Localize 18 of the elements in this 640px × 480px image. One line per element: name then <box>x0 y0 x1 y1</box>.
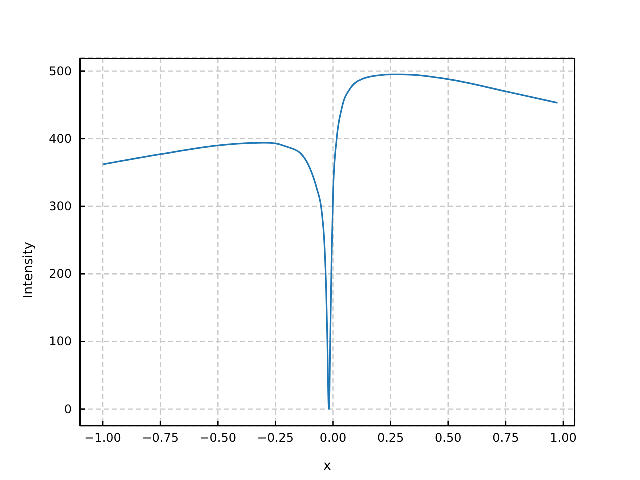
x-tick-label: −1.00 <box>84 431 122 445</box>
x-axis-title: x <box>324 459 332 474</box>
y-tick-label: 500 <box>49 64 72 78</box>
x-tick-label: 0.00 <box>320 431 347 445</box>
y-tick-label: 0 <box>64 402 72 416</box>
y-axis-title: Intensity <box>22 242 37 299</box>
x-tick-label: 0.50 <box>435 431 462 445</box>
x-tick-label: 0.75 <box>492 431 520 445</box>
x-tick-label: −0.25 <box>257 431 294 445</box>
x-tick-label: 1.00 <box>550 431 577 445</box>
y-tick-label: 400 <box>49 132 72 146</box>
x-tick-label: −0.75 <box>142 431 179 445</box>
y-tick-label: 100 <box>49 334 72 349</box>
line-series <box>102 74 559 410</box>
x-tick-label: 0.25 <box>377 431 404 445</box>
y-tick-label: 300 <box>49 200 72 214</box>
x-tick-label: −0.50 <box>200 431 237 445</box>
y-tick-label: 200 <box>49 267 72 282</box>
